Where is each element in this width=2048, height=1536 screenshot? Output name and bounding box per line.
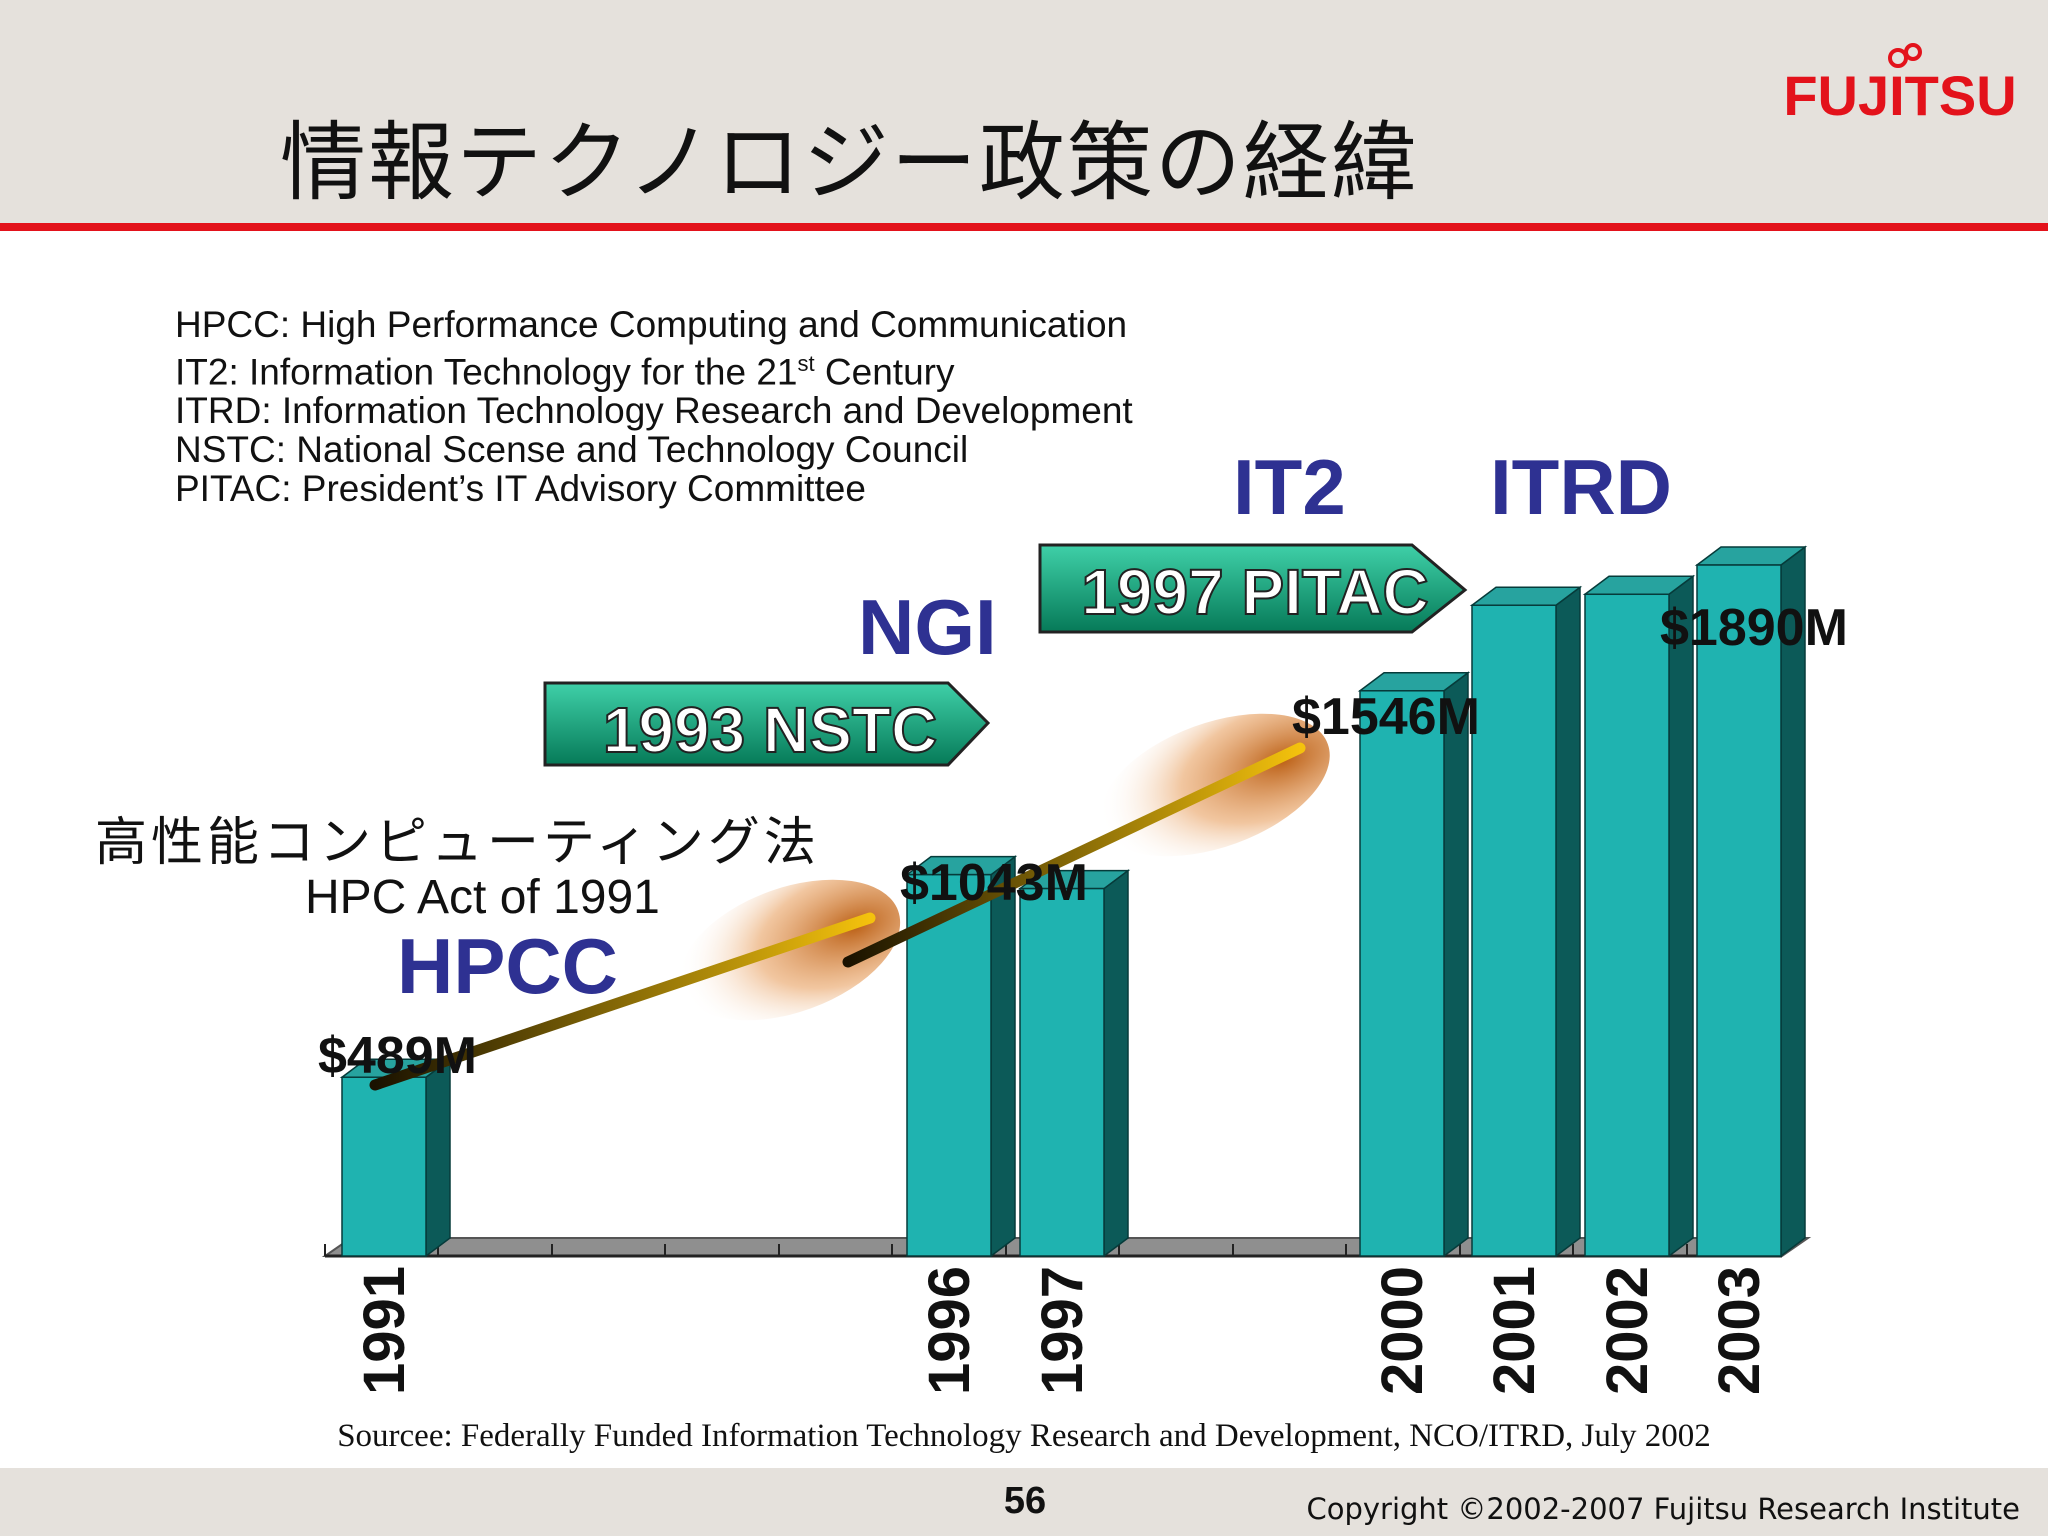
- abbrev-it2-sup: st: [797, 351, 815, 376]
- fujitsu-logo: FUJITSU: [1785, 43, 2015, 127]
- trend-line-2: [842, 742, 1306, 968]
- slide-title: 情報テクノロジー政策の経緯: [280, 113, 1419, 213]
- page-number: 56: [1003, 1480, 1047, 1522]
- abbrev-it2-suffix: Century: [814, 351, 955, 393]
- bar-side: [1103, 869, 1129, 1258]
- category-label-2003: 2003: [1707, 1266, 1772, 1395]
- bar-side: [1443, 671, 1469, 1258]
- category-label-1996: 1996: [917, 1266, 982, 1395]
- program-it2: IT2: [1233, 443, 1346, 531]
- bar-2002: [1582, 574, 1696, 1258]
- bar-side: [990, 855, 1016, 1258]
- header-band: [0, 0, 2048, 223]
- value-label-2003: $1890M: [1660, 599, 1848, 657]
- bar-2003: [1694, 545, 1808, 1258]
- nstc-arrow: [543, 681, 991, 767]
- trend-line-1: [369, 912, 876, 1091]
- source-note: Sourcee: Federally Funded Information Te…: [337, 1418, 1711, 1454]
- x-axis-ticks: [324, 1244, 1688, 1256]
- bar-2000: [1357, 671, 1471, 1258]
- category-label-group: 1991 1996 1997 2000 2001 2002 2003: [352, 1266, 1772, 1395]
- abbrev-hpcc: HPCC: High Performance Computing and Com…: [175, 304, 1128, 345]
- bar-side: [1555, 585, 1581, 1258]
- abbrev-nstc: NSTC: National Scense and Technology Cou…: [175, 429, 969, 471]
- bar-front: [1696, 564, 1782, 1257]
- bar-group: [339, 545, 1808, 1258]
- bar-front: [1584, 593, 1670, 1257]
- bar-front: [1471, 604, 1557, 1257]
- category-label-1991: 1991: [352, 1266, 417, 1395]
- bar-side: [425, 1057, 451, 1258]
- logo-ring-left: [1888, 48, 1908, 68]
- bar-1991: [339, 1057, 453, 1258]
- nstc-arrow-label: 1993 NSTC: [603, 694, 937, 766]
- pitac-arrow: [1038, 543, 1468, 634]
- abbreviation-list: HPCC: High Performance Computing and Com…: [175, 305, 1133, 508]
- program-itrd: ITRD: [1490, 443, 1672, 531]
- logo-ring-right: [1904, 43, 1922, 61]
- abbrev-it2-prefix: IT2: Information Technology for the 21: [175, 351, 798, 393]
- abbrev-it2: IT2: Information Technology for the 21st…: [175, 344, 1133, 391]
- bar-front: [1019, 887, 1105, 1257]
- footer-band: [0, 1468, 2048, 1536]
- value-label-group: $489M $1043M $1546M $1890M: [318, 599, 1848, 1085]
- logo-text: FUJITSU: [1785, 64, 2015, 127]
- law-japanese: 高性能コンピューティング法: [95, 813, 820, 873]
- law-english: HPC Act of 1991: [305, 871, 660, 924]
- category-label-1997: 1997: [1030, 1266, 1095, 1395]
- bar-1996: [904, 855, 1018, 1258]
- header-divider: [0, 223, 2048, 231]
- value-label-1991: $489M: [318, 1027, 477, 1085]
- category-label-2002: 2002: [1595, 1266, 1660, 1395]
- value-label-2000: $1546M: [1292, 688, 1480, 746]
- bar-front: [341, 1076, 427, 1257]
- bar-front: [1359, 690, 1445, 1257]
- copyright: Copyright ©2002-2007 Fujitsu Research In…: [1306, 1492, 2020, 1526]
- program-hpcc: HPCC: [397, 922, 618, 1010]
- category-label-2001: 2001: [1482, 1266, 1547, 1395]
- bar-1997: [1017, 869, 1131, 1258]
- program-ngi: NGI: [858, 583, 997, 671]
- abbrev-pitac: PITAC: President’s IT Advisory Committee: [175, 468, 866, 510]
- value-label-1996: $1043M: [900, 854, 1088, 912]
- bar-side: [1668, 574, 1694, 1258]
- category-label-2000: 2000: [1370, 1266, 1435, 1395]
- bar-front: [906, 873, 992, 1257]
- bar-2001: [1469, 585, 1583, 1258]
- abbrev-itrd: ITRD: Information Technology Research an…: [175, 390, 1133, 432]
- pitac-arrow-label: 1997 PITAC: [1081, 556, 1428, 628]
